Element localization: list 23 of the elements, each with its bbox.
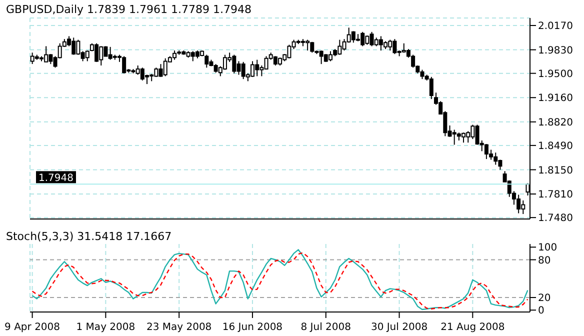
y-tick-label: 1.9160: [538, 93, 573, 104]
y-tick-label: 1.9830: [538, 45, 573, 56]
x-tick-label: 9 Apr 2008: [4, 322, 60, 333]
y-tick-label: 1.7480: [538, 213, 573, 224]
x-tick-label: 30 Jul 2008: [370, 322, 428, 333]
y-tick-label: 0: [538, 306, 544, 317]
y-tick-label: 2.0170: [538, 21, 573, 32]
y-tick-label: 1.8150: [538, 165, 573, 176]
x-tick-label: 8 Jul 2008: [300, 322, 351, 333]
y-tick-label: 1.9500: [538, 68, 573, 80]
ref-line-label: 1.7948: [38, 173, 74, 184]
chart-title: Stoch(5,3,3) 31.5418 17.1667: [6, 230, 172, 243]
x-tick-label: 21 Aug 2008: [440, 322, 505, 333]
chart-title: GBPUSD,Daily 1.7839 1.7961 1.7789 1.7948: [6, 3, 252, 16]
y-tick-label: 20: [538, 293, 551, 304]
y-tick-label: 100: [538, 242, 558, 254]
y-tick-label: 1.7810: [538, 190, 573, 201]
x-tick-label: 23 May 2008: [146, 322, 212, 333]
y-tick-label: 1.8490: [538, 141, 573, 152]
x-tick-label: 1 May 2008: [76, 322, 136, 333]
x-tick-label: 16 Jun 2008: [222, 322, 283, 333]
y-tick-label: 80: [538, 255, 551, 266]
y-tick-label: 1.8820: [538, 117, 573, 128]
